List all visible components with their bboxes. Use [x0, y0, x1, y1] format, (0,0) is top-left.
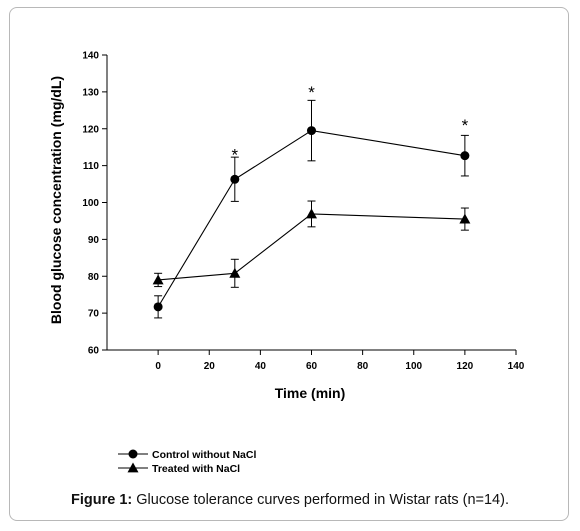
legend: Control without NaCl Treated with NaCl	[118, 449, 256, 475]
x-tick-label: 80	[357, 361, 369, 372]
y-tick-label: 90	[88, 235, 100, 246]
legend-marker	[127, 462, 139, 473]
data-point	[306, 208, 317, 219]
caption-text: Glucose tolerance curves performed in Wi…	[132, 492, 509, 508]
figure-frame	[9, 7, 569, 521]
y-tick-label: 120	[82, 124, 99, 135]
data-point	[307, 126, 316, 136]
x-tick-label: 100	[405, 361, 422, 372]
x-tick-label: 0	[155, 361, 161, 372]
figure-caption: Figure 1: Glucose tolerance curves perfo…	[0, 492, 580, 508]
x-tick-label: 120	[457, 361, 474, 372]
annotations: * * *	[232, 83, 469, 165]
significance-asterisk: *	[462, 116, 469, 135]
series-layer	[152, 99, 471, 319]
data-point	[229, 267, 241, 278]
data-point	[460, 151, 470, 161]
significance-asterisk: *	[308, 83, 315, 102]
legend-marker	[128, 449, 138, 459]
y-tick-label: 130	[82, 87, 99, 98]
y-tick-label: 60	[88, 346, 100, 357]
series-treated	[152, 200, 471, 288]
data-point	[152, 274, 164, 285]
series-line	[157, 130, 465, 308]
legend-label: Treated with NaCl	[152, 463, 240, 475]
caption-label: Figure 1:	[71, 492, 133, 508]
x-tick-label: 60	[306, 361, 318, 372]
legend-entry: Control without NaCl	[118, 449, 256, 461]
y-tick-label: 70	[88, 309, 100, 320]
significance-asterisk: *	[232, 146, 239, 165]
x-tick-label: 140	[508, 361, 525, 372]
y-tick-label: 100	[82, 198, 99, 209]
data-point	[153, 302, 163, 312]
x-axis-label: Time (min)	[275, 385, 346, 401]
axes: 0 20 40 60 80 100 120 140 60 70 80 90 100 110 120 130 14…	[82, 51, 524, 373]
x-tick-label: 20	[204, 361, 216, 372]
legend-entry: Treated with NaCl	[118, 462, 240, 475]
y-axis-label: Blood glucose concentration (mg/dL)	[48, 76, 64, 324]
data-point	[459, 213, 471, 224]
x-tick-label: 40	[255, 361, 267, 372]
legend-label: Control without NaCl	[152, 449, 256, 461]
y-tick-label: 80	[88, 272, 100, 283]
data-point	[230, 174, 240, 184]
y-tick-label: 140	[82, 51, 99, 62]
y-tick-label: 110	[83, 161, 100, 172]
series-control	[153, 99, 470, 319]
series-line	[158, 213, 465, 281]
